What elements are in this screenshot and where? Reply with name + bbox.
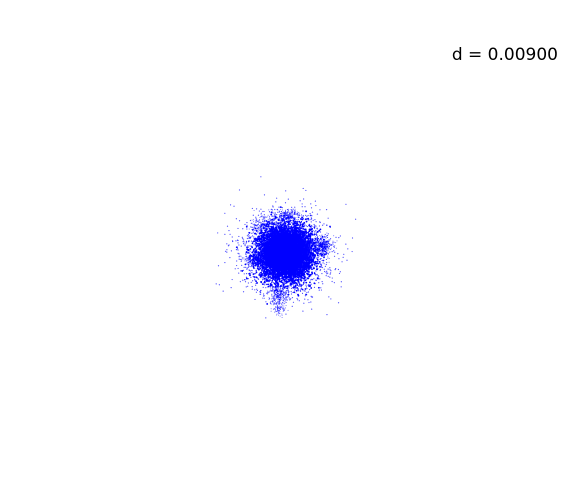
- scatter-point: [287, 293, 290, 296]
- scatter-point: [305, 210, 307, 213]
- scatter-point: [294, 281, 297, 284]
- scatter-point: [274, 281, 277, 283]
- scatter-points: [215, 176, 357, 319]
- scatter-point: [249, 274, 251, 277]
- scatter-point: [263, 280, 266, 283]
- scatter-point: [301, 288, 304, 291]
- scatter-point: [305, 220, 308, 223]
- scatter-point: [245, 225, 248, 228]
- scatter-point: [284, 222, 287, 225]
- scatter-point: [318, 260, 321, 263]
- scatter-point: [246, 246, 248, 249]
- scatter-point: [298, 283, 301, 286]
- scatter-point: [246, 248, 249, 251]
- scatter-point: [310, 287, 313, 289]
- scatter-point: [307, 217, 310, 220]
- scatter-point: [295, 289, 298, 292]
- scatter-point: [304, 288, 307, 290]
- scatter-point: [271, 279, 274, 282]
- scatter-point: [249, 248, 252, 250]
- scatter-point: [283, 221, 286, 224]
- scatter-point: [251, 242, 254, 245]
- scatter-point: [321, 235, 324, 238]
- scatter-point: [319, 265, 321, 268]
- scatter-point: [302, 282, 305, 284]
- scatter-point: [266, 303, 269, 305]
